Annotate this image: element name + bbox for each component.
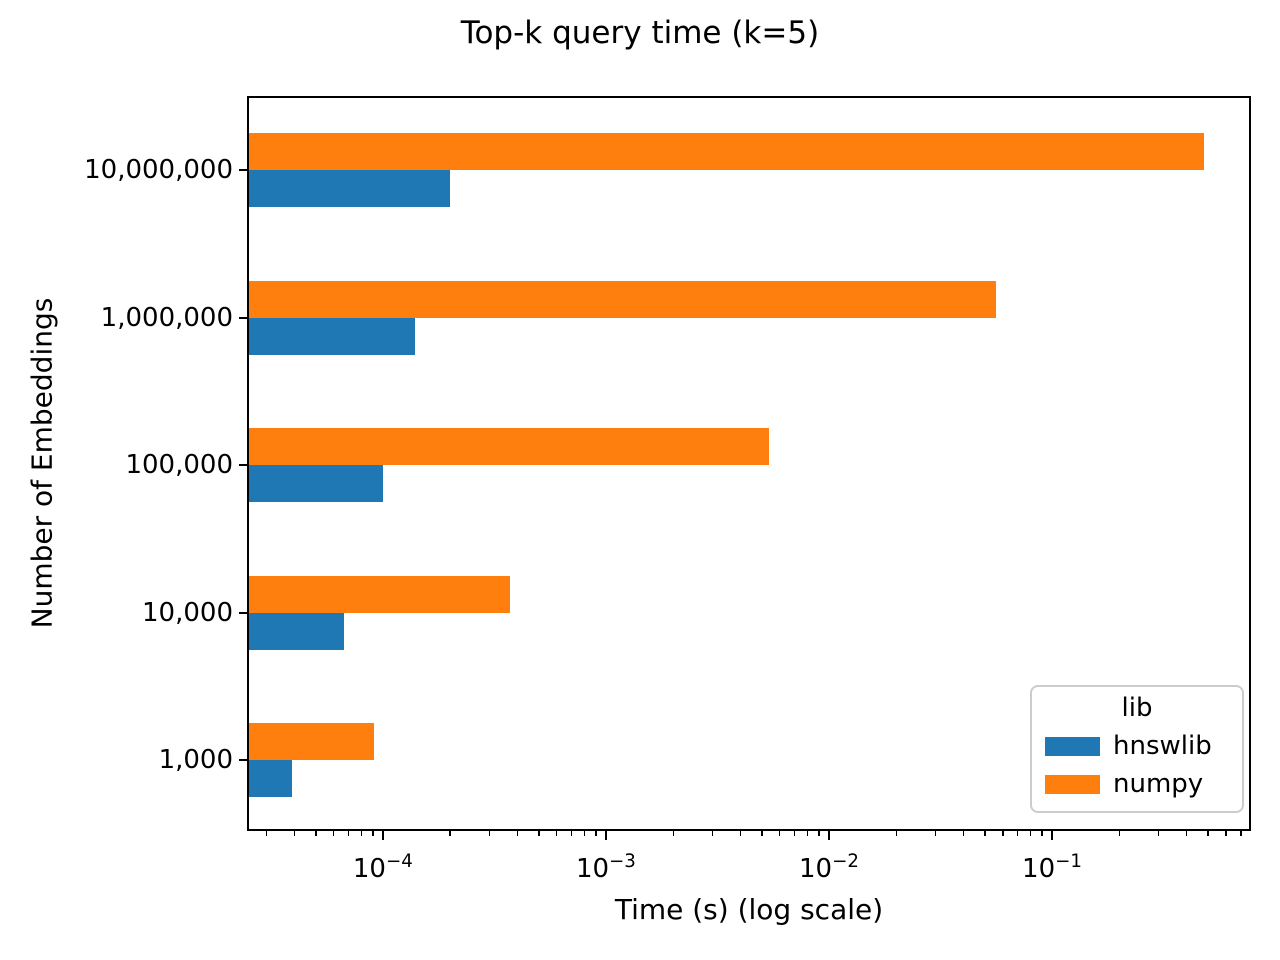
x-tick-label-1e-4: 10−4 [352, 851, 413, 884]
x-major-tick-1e-4 [381, 831, 384, 840]
plot-area [247, 96, 1251, 831]
x-minor-tick [595, 831, 597, 836]
x-tick-label-1e-2: 10−2 [799, 851, 859, 884]
x-minor-tick [1185, 831, 1188, 836]
x-tick-label-1e-3: 10−3 [575, 851, 636, 884]
legend-item-hnswlib: hnswlib [1032, 731, 1242, 761]
x-minor-tick [984, 831, 986, 836]
y-tick-label-10000: 10,000 [142, 597, 233, 628]
legend-swatch-numpy [1045, 774, 1100, 794]
legend-label-numpy: numpy [1113, 769, 1204, 799]
x-minor-tick [1041, 831, 1043, 836]
bar-numpy-10000000 [247, 133, 1204, 170]
x-minor-tick [934, 831, 937, 836]
legend-item-numpy: numpy [1032, 769, 1242, 799]
x-minor-tick [761, 831, 763, 836]
x-minor-tick [538, 831, 540, 836]
x-minor-tick [265, 831, 268, 836]
bar-hnswlib-10000 [247, 612, 345, 650]
y-tick-1000 [239, 759, 247, 761]
x-minor-tick [570, 831, 573, 836]
chart-title: Top-k query time (k=5) [460, 15, 820, 51]
x-major-tick-1e-3 [604, 831, 607, 840]
x-minor-tick [895, 831, 898, 836]
y-tick-label-1000000: 1,000,000 [100, 302, 233, 333]
x-minor-tick [360, 831, 363, 836]
x-tick-exponent: −3 [609, 851, 636, 872]
x-minor-tick [1029, 831, 1032, 836]
x-minor-tick [711, 831, 714, 836]
x-minor-tick [1225, 831, 1227, 836]
x-minor-tick [372, 831, 374, 836]
x-minor-tick [672, 831, 675, 836]
legend-swatch-hnswlib [1045, 736, 1100, 756]
x-minor-tick [315, 831, 317, 836]
x-minor-tick [1240, 831, 1242, 836]
x-minor-tick [347, 831, 350, 836]
x-minor-tick [962, 831, 965, 836]
x-tick-exponent: −2 [832, 851, 859, 872]
y-tick-label-1000: 1,000 [158, 745, 233, 775]
x-minor-tick [1118, 831, 1121, 836]
y-tick-label-100000: 100,000 [125, 450, 233, 480]
y-tick-100000 [239, 464, 247, 466]
bar-numpy-10000 [247, 575, 510, 613]
x-minor-tick [818, 831, 820, 836]
x-minor-tick [293, 831, 296, 836]
x-minor-tick [555, 831, 558, 836]
x-minor-tick [1207, 831, 1209, 836]
legend: lib hnswlib numpy [1030, 685, 1244, 813]
bar-numpy-100000 [247, 428, 770, 465]
bar-numpy-1000000 [247, 280, 996, 318]
x-minor-tick [449, 831, 451, 836]
x-major-tick-1e-2 [827, 831, 830, 840]
y-tick-1000000 [239, 316, 247, 319]
legend-title: lib [1121, 693, 1153, 723]
y-tick-label-10000000: 10,000,000 [84, 155, 233, 185]
x-axis-label: Time (s) (log scale) [614, 893, 884, 926]
y-tick-10000 [239, 611, 247, 614]
x-minor-tick [806, 831, 809, 836]
x-minor-tick [793, 831, 796, 836]
x-tick-exponent: −4 [385, 851, 413, 872]
x-minor-tick [1016, 831, 1019, 836]
x-minor-tick [488, 831, 491, 836]
bar-hnswlib-1000000 [247, 317, 416, 355]
bar-hnswlib-100000 [247, 465, 383, 502]
x-minor-tick [332, 831, 335, 836]
bar-hnswlib-1000 [247, 760, 292, 797]
x-tick-exponent: −1 [1055, 851, 1082, 872]
x-minor-tick [1002, 831, 1004, 836]
x-minor-tick [778, 831, 781, 836]
legend-label-hnswlib: hnswlib [1113, 731, 1212, 761]
bar-numpy-1000 [247, 723, 374, 760]
x-minor-tick [583, 831, 586, 836]
x-tick-label-1e-1: 10−1 [1022, 851, 1082, 884]
bar-hnswlib-10000000 [247, 170, 450, 207]
x-minor-tick [516, 831, 519, 836]
x-minor-tick [1157, 831, 1160, 836]
x-major-tick-1e-1 [1051, 831, 1053, 840]
y-tick-10000000 [239, 169, 247, 171]
x-minor-tick [739, 831, 742, 836]
